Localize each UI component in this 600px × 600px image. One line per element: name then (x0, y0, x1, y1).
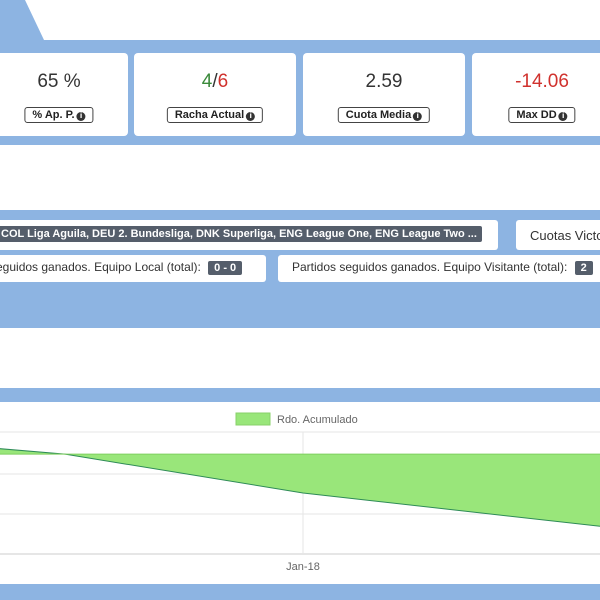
chart-area-series (0, 448, 600, 527)
stat-card-avg-odds: 2.59 Cuota Media i (303, 53, 465, 136)
away-streak-value: 2 (574, 261, 593, 275)
chart-panel-bottom (0, 584, 600, 600)
away-streak-filter[interactable]: Partidos seguidos ganados. Equipo Visita… (278, 255, 600, 282)
home-streak-value: 0 - 0 (208, 261, 243, 275)
away-streak-label: Partidos seguidos ganados. Equipo Visita… (292, 260, 568, 274)
stat-card-hit-rate: 65 % % Ap. P. i (0, 53, 128, 136)
cumulative-result-chart: Rdo. Acumulado Jan-18 (0, 412, 600, 573)
active-tab-corner[interactable] (0, 0, 44, 40)
streak-wins: 4 (201, 71, 213, 92)
home-streak-filter[interactable]: eguidos ganados. Equipo Local (total): 0… (0, 255, 266, 282)
x-axis: Jan-18 (286, 561, 320, 573)
info-icon[interactable]: i (246, 112, 256, 121)
stat-card-streak: 4/6 Racha Actual i (134, 53, 296, 136)
stats-panel: 65 % % Ap. P. i 4/6 Racha Actual i 2.59 Cu… (0, 40, 600, 145)
avg-odds-label: Cuota Media (345, 109, 412, 121)
hit-rate-label: % Ap. P. (32, 109, 75, 121)
odds-filter[interactable]: Cuotas Victo (516, 220, 600, 250)
streak-separator: / (212, 71, 218, 92)
info-icon[interactable]: i (558, 112, 568, 121)
info-icon[interactable]: i (413, 112, 423, 121)
streak-value: 4/6 (134, 71, 296, 93)
hit-rate-value: 65 % (37, 71, 81, 92)
avg-odds-badge[interactable]: Cuota Media i (337, 107, 431, 123)
stat-card-max-dd: -14.06 Max DD i (472, 53, 600, 136)
streak-label: Racha Actual (174, 109, 245, 121)
legend-label: Rdo. Acumulado (277, 414, 358, 426)
leagues-selected-tag: COL Liga Aguila, DEU 2. Bundesliga, DNK … (0, 226, 482, 242)
filters-panel: COL Liga Aguila, DEU 2. Bundesliga, DNK … (0, 210, 600, 328)
info-icon[interactable]: i (76, 112, 86, 121)
streak-total: 6 (217, 71, 229, 92)
x-tick-label: Jan-18 (286, 561, 320, 573)
max-dd-label: Max DD (516, 109, 557, 121)
max-dd-value: -14.06 (515, 71, 569, 92)
hit-rate-badge[interactable]: % Ap. P. i (24, 107, 94, 123)
avg-odds-value: 2.59 (365, 71, 403, 92)
legend-swatch[interactable] (235, 412, 271, 426)
area-line (0, 448, 600, 527)
area-fill (0, 448, 600, 527)
max-dd-badge[interactable]: Max DD i (508, 107, 576, 123)
streak-badge[interactable]: Racha Actual i (166, 107, 264, 123)
odds-filter-label: Cuotas Victo (530, 228, 600, 243)
leagues-select[interactable]: COL Liga Aguila, DEU 2. Bundesliga, DNK … (0, 220, 498, 250)
chart-panel-top (0, 388, 600, 402)
home-streak-label: eguidos ganados. Equipo Local (total): (0, 260, 201, 274)
